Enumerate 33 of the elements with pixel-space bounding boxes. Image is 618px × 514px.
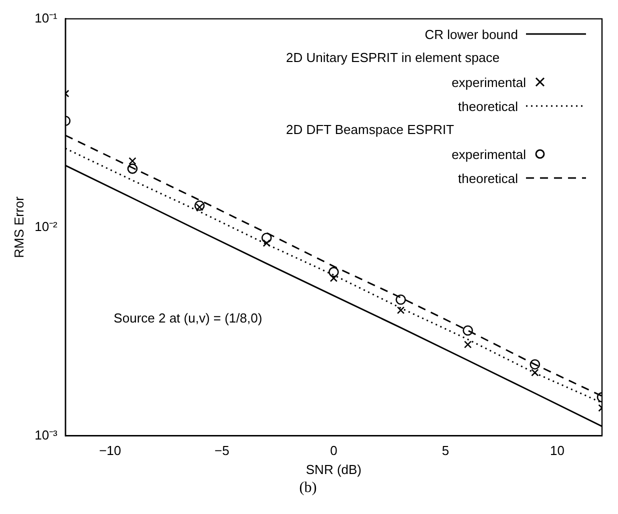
legend-label: theoretical [458, 98, 518, 114]
point [396, 294, 406, 305]
x-tick-label: 0 [330, 443, 338, 458]
y-tick-label: 10⁻¹ [34, 10, 58, 26]
y-tick-label: 10⁻³ [34, 427, 58, 442]
legend-label: experimental [452, 146, 526, 162]
point [531, 368, 539, 376]
point [396, 306, 405, 314]
point [262, 239, 270, 247]
legend-label: experimental [452, 74, 526, 90]
point [194, 200, 205, 211]
legend-label: CR lower bound [424, 26, 518, 42]
annotation: 2D DFT Beamspace ESPRIT [286, 121, 456, 139]
point [462, 325, 473, 336]
x-axis-title: SNR (dB) [306, 462, 362, 477]
text: (b) [298, 480, 318, 497]
annotation: 2D Unitary ESPRIT in element space [286, 49, 501, 67]
point [196, 203, 204, 211]
point [328, 266, 339, 278]
point [330, 274, 338, 282]
point [127, 164, 138, 174]
x-tick-label: 5 [442, 443, 450, 458]
point [128, 157, 136, 165]
x-tick-label: 10 [550, 443, 565, 458]
point [530, 359, 540, 370]
y-axis-title: RMS Error [11, 196, 26, 258]
y-tick-label: 10⁻² [34, 218, 58, 234]
x-tick-label: −5 [214, 443, 230, 458]
legend-label: theoretical [458, 170, 518, 186]
x-tick-label: −10 [99, 443, 122, 458]
point [261, 232, 272, 243]
annotation: Source 2 at (u,v) = (1/8,0) [114, 310, 262, 326]
point [464, 340, 472, 348]
